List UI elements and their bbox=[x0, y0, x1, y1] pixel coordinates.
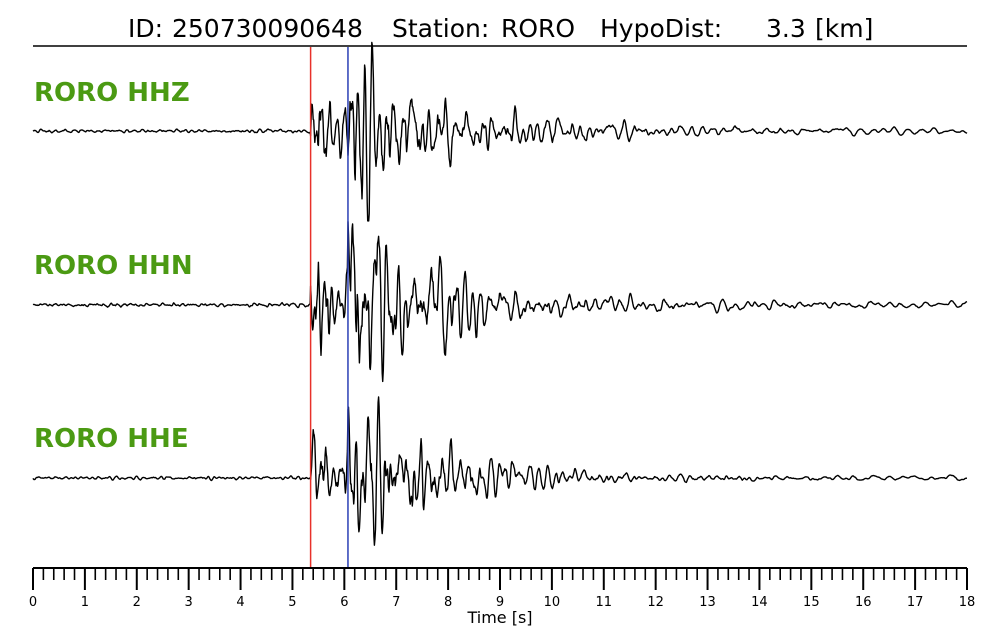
x-tick-label: 11 bbox=[596, 595, 613, 610]
x-tick-label: 17 bbox=[907, 595, 924, 610]
title-station-label: Station: bbox=[392, 14, 489, 43]
trace-label-hhz: RORO HHZ bbox=[34, 78, 190, 108]
trace-label-hhe: RORO HHE bbox=[34, 424, 189, 454]
title-hypodist-unit: [km] bbox=[815, 14, 873, 43]
x-tick-label: 18 bbox=[959, 595, 976, 610]
x-tick-label: 4 bbox=[236, 595, 244, 610]
x-tick-label: 7 bbox=[392, 595, 400, 610]
trace-label-hhn: RORO HHN bbox=[34, 251, 193, 281]
x-tick-label: 13 bbox=[699, 595, 716, 610]
x-tick-label: 16 bbox=[855, 595, 872, 610]
x-tick-label: 8 bbox=[444, 595, 452, 610]
x-tick-label: 6 bbox=[340, 595, 348, 610]
x-tick-label: 3 bbox=[185, 595, 193, 610]
x-tick-label: 5 bbox=[288, 595, 296, 610]
trace-hhn bbox=[32, 221, 968, 383]
x-tick-label: 2 bbox=[133, 595, 141, 610]
title-station-value: RORO bbox=[501, 14, 575, 43]
title-id-label: ID: bbox=[128, 14, 163, 43]
time-axis: 0 1 2 3 4 5 6 7 8 9 10 11 12 13 14 15 16 17 18 bbox=[29, 567, 976, 610]
title-id-value: 250730090648 bbox=[172, 14, 363, 43]
trace-hhz bbox=[32, 41, 968, 222]
x-tick-label: 1 bbox=[81, 595, 89, 610]
x-axis-label: Time [s] bbox=[466, 608, 532, 627]
x-tick-label: 10 bbox=[544, 595, 561, 610]
trace-hhe bbox=[32, 396, 968, 546]
title-hypodist-value: 3.3 bbox=[766, 14, 806, 43]
x-tick-label: 9 bbox=[496, 595, 504, 610]
title-hypodist-label: HypoDist: bbox=[600, 14, 722, 43]
x-tick-label: 12 bbox=[647, 595, 664, 610]
x-tick-label: 15 bbox=[803, 595, 820, 610]
x-tick-label: 0 bbox=[29, 595, 37, 610]
x-tick-label: 14 bbox=[751, 595, 768, 610]
